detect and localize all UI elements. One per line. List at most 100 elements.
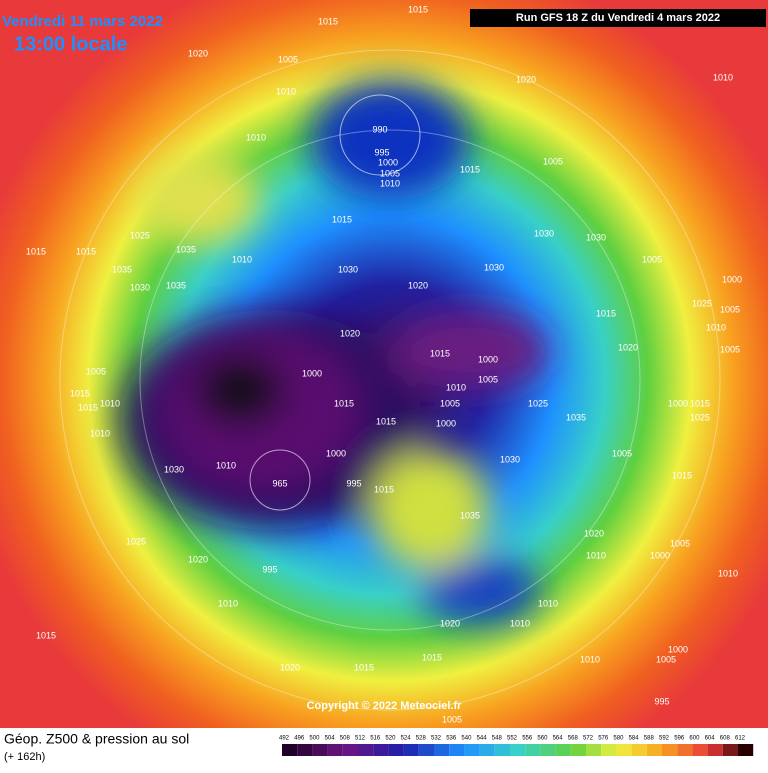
pressure-label: 1005 [670, 538, 690, 548]
colorbar-swatch [570, 744, 586, 756]
colorbar-swatch [403, 744, 419, 756]
pressure-label: 1010 [510, 618, 530, 628]
pressure-label: 1010 [538, 598, 558, 608]
pressure-label: 1010 [246, 132, 266, 142]
pressure-label: 1010 [718, 568, 738, 578]
pressure-label: 1010 [90, 428, 110, 438]
colorbar-label: 572 [583, 736, 594, 742]
colorbar-swatch [373, 744, 389, 756]
colorbar-label: 568 [568, 736, 579, 742]
colorbar-swatch [662, 744, 678, 756]
pressure-label: 1015 [596, 308, 616, 318]
colorbar-swatch [540, 744, 556, 756]
pressure-label: 1015 [78, 402, 98, 412]
pressure-label: 1030 [338, 264, 358, 274]
colorbar-label: 536 [446, 736, 457, 742]
copyright: Copyright © 2022 Meteociel.fr [307, 700, 463, 712]
colorbar-label: 528 [416, 736, 427, 742]
pressure-label: 1020 [516, 74, 536, 84]
pressure-label: 1020 [188, 48, 208, 58]
colorbar-swatch [464, 744, 480, 756]
colorbar-label: 596 [674, 736, 685, 742]
colorbar-label: 544 [477, 736, 488, 742]
pressure-label: 1015 [70, 388, 90, 398]
pressure-label: 995 [346, 478, 361, 488]
colorbar-label: 584 [629, 736, 640, 742]
pressure-label: 1000 [650, 550, 670, 560]
pressure-label: 1000 [436, 418, 456, 428]
pressure-label: 1010 [713, 72, 733, 82]
pressure-label: 1030 [500, 454, 520, 464]
colorbar-label: 520 [385, 736, 396, 742]
pressure-label: 1020 [408, 280, 428, 290]
pressure-label: 1030 [164, 464, 184, 474]
legend-title: Géop. Z500 & pression au sol [4, 731, 189, 747]
isobar [339, 94, 421, 176]
colorbar-swatch [722, 744, 738, 756]
colorbar-label: 556 [522, 736, 533, 742]
colorbar-swatch [418, 744, 434, 756]
colorbar-label: 552 [507, 736, 518, 742]
colorbar-swatch [692, 744, 708, 756]
date: Vendredi 11 mars 2022 [2, 13, 163, 30]
colorbar-swatch [646, 744, 662, 756]
colorbar-label: 548 [492, 736, 503, 742]
pressure-label: 1020 [618, 342, 638, 352]
pressure-label: 1005 [380, 168, 400, 178]
pressure-label: 1010 [586, 550, 606, 560]
colorbar-swatch [616, 744, 632, 756]
run-box [470, 9, 766, 27]
pressure-label: 1000 [478, 354, 498, 364]
colorbar-swatch [707, 744, 723, 756]
isobar [139, 129, 641, 631]
pressure-label: 995 [374, 147, 389, 157]
pressure-label: 1005 [478, 374, 498, 384]
pressure-label: 1025 [528, 398, 548, 408]
colorbar-label: 564 [553, 736, 564, 742]
colorbar-swatch [327, 744, 343, 756]
pressure-label: 1010 [216, 460, 236, 470]
pressure-label: 1000 [668, 644, 688, 654]
pressure-label: 1015 [332, 214, 352, 224]
pressure-label: 1000 [722, 274, 742, 284]
pressure-label: 1035 [166, 280, 186, 290]
pressure-label: 1000 [302, 368, 322, 378]
colorbar-swatch [312, 744, 328, 756]
colorbar-label: 532 [431, 736, 442, 742]
pressure-label: 1015 [376, 416, 396, 426]
colorbar-swatch [631, 744, 647, 756]
pressure-label: 1010 [276, 86, 296, 96]
pressure-label: 1005 [442, 714, 462, 724]
time: 13:00 locale [14, 33, 127, 55]
pressure-label: 1005 [720, 344, 740, 354]
colorbar-label: 592 [659, 736, 670, 742]
pressure-label: 1005 [642, 254, 662, 264]
colorbar-swatch [494, 744, 510, 756]
colorbar-label: 560 [537, 736, 548, 742]
pressure-label: 1015 [430, 348, 450, 358]
colorbar-label: 516 [370, 736, 381, 742]
pressure-label: 1020 [188, 554, 208, 564]
colorbar-label: 576 [598, 736, 609, 742]
pressure-label: 1025 [690, 412, 710, 422]
pressure-label: 1005 [543, 156, 563, 166]
pressure-label: 1005 [278, 54, 298, 64]
pressure-label: 1020 [584, 528, 604, 538]
pressure-label: 1015 [318, 16, 338, 26]
colorbar-swatch [282, 744, 298, 756]
pressure-label: 1035 [566, 412, 586, 422]
colorbar-label: 600 [689, 736, 700, 742]
pressure-label: 1020 [440, 618, 460, 628]
pressure-label: 1015 [408, 4, 428, 14]
colorbar-swatch [738, 744, 754, 756]
pressure-label: 1010 [706, 322, 726, 332]
pressure-label: 1015 [690, 398, 710, 408]
pressure-label: 1015 [672, 470, 692, 480]
colorbar-label: 504 [325, 736, 336, 742]
pressure-label: 1010 [446, 382, 466, 392]
pressure-label: 1005 [656, 654, 676, 664]
colorbar: 492 496 500 504 508 512 516 520 524 528 532 536 540 5… [279, 736, 754, 756]
pressure-label: 1005 [720, 304, 740, 314]
